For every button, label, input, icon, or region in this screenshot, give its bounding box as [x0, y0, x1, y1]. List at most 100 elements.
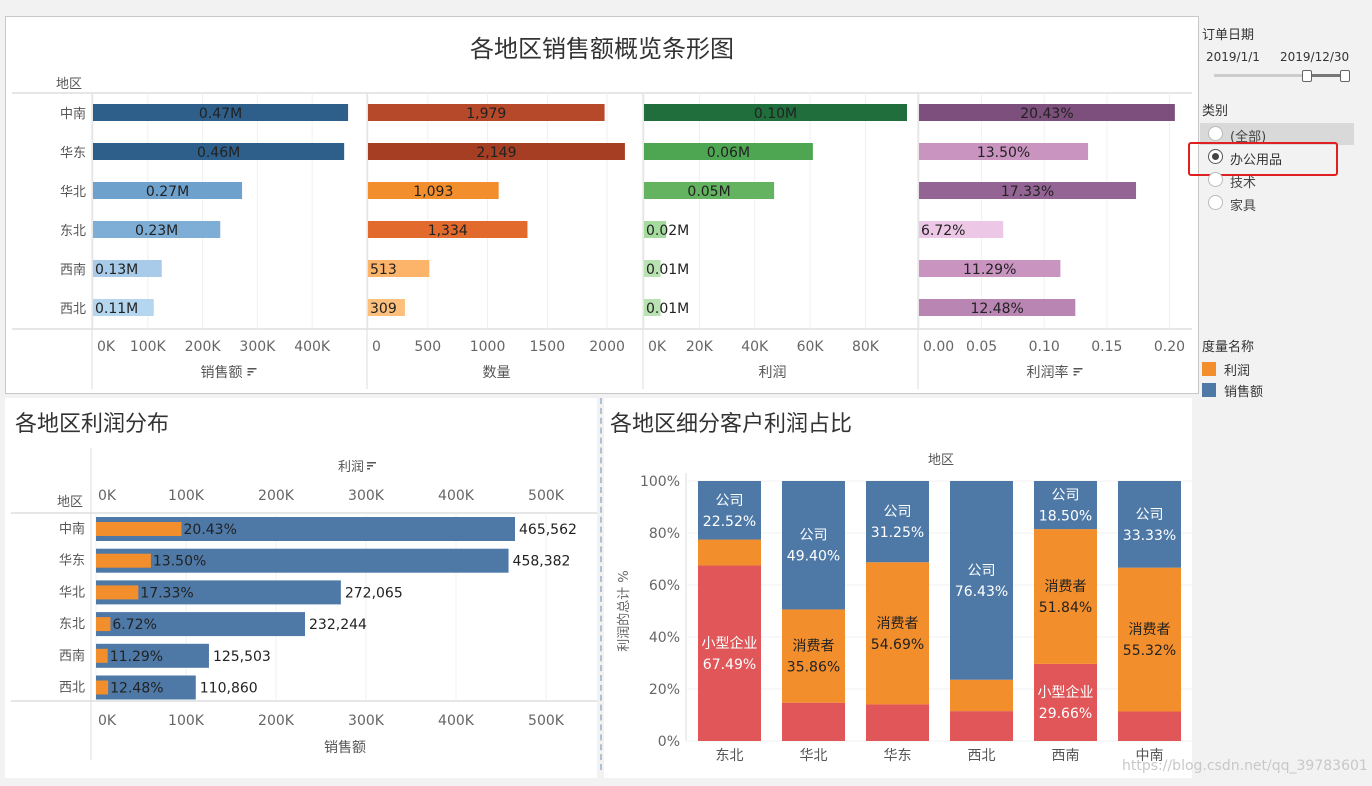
bar-value-label: 12.48%: [970, 301, 1023, 317]
radio-circle-icon: [1208, 126, 1223, 141]
bar: [644, 221, 667, 238]
profit-bar: [96, 553, 151, 568]
bottom-axis-tick: 500K: [528, 713, 565, 729]
y-axis-tick: 100%: [640, 474, 680, 490]
bar: [919, 221, 1004, 238]
watermark: https://blog.csdn.net/qq_39783601: [1122, 758, 1368, 774]
segment-label: 公司: [1136, 507, 1164, 523]
bar: [644, 104, 907, 121]
slider-right-handle[interactable]: [1340, 70, 1350, 82]
date-range-slider[interactable]: [1214, 70, 1350, 82]
segment-label: 29.66%: [1039, 706, 1092, 722]
segment-label: 49.40%: [787, 549, 840, 565]
region-label: 西北: [59, 681, 85, 696]
top-chart-title: 各地区销售额概览条形图: [470, 35, 734, 63]
profit-bar: [96, 617, 111, 632]
bottom-axis-tick: 400K: [438, 713, 475, 729]
bar-value-label: 0.27M: [146, 184, 189, 200]
axis-tick-label: 0.20: [1154, 339, 1185, 355]
category-option-all[interactable]: (全部): [1200, 123, 1354, 145]
sales-bar: [96, 675, 196, 700]
profit-distribution-panel: 各地区利润分布 利润 地区 0K 0K 100K 100K 200K 200K 300K 300K…: [5, 398, 597, 778]
x-axis-region-label: 中南: [1136, 748, 1164, 764]
axis-tick-label: 1500: [529, 339, 565, 355]
sales-value-label: 465,562: [519, 522, 577, 538]
top-axis-title: 利润: [338, 460, 364, 475]
bar: [93, 182, 243, 199]
bottom-axis-tick: 0K: [98, 713, 117, 729]
category-option-office[interactable]: 办公用品: [1200, 146, 1354, 168]
slider-left-handle[interactable]: [1302, 70, 1312, 82]
top-axis-tick: 0K: [98, 488, 117, 504]
date-filter-title: 订单日期: [1202, 28, 1255, 43]
bar-value-label: 6.72%: [921, 223, 965, 239]
axis-tick-label: 0K: [97, 339, 116, 355]
axis-tick-label: 0.00: [923, 339, 954, 355]
date-start: 2019/1/1: [1206, 50, 1260, 64]
top-chart-panel: 各地区销售额概览条形图 地区 中南 华东 华北 东北 西南 西北 0K 100K 200K 300…: [5, 16, 1199, 394]
axis-tick-label: 0.05: [966, 339, 997, 355]
segment-profit-title: 各地区细分客户利润占比: [610, 412, 853, 437]
bar: [368, 104, 605, 121]
segment-label: 33.33%: [1123, 528, 1176, 544]
region-label: 西南: [59, 648, 85, 664]
category-option-furniture[interactable]: 家具: [1200, 192, 1354, 214]
segment-bar: [1034, 481, 1097, 530]
bar: [93, 143, 345, 160]
segment-bar: [698, 539, 761, 566]
bar-value-label: 0.11M: [95, 301, 138, 317]
bar-value-label: 1,979: [466, 106, 506, 122]
bar-value-label: 0.10M: [754, 106, 797, 122]
segment-label: 55.32%: [1123, 643, 1176, 659]
y-axis-title: 利润的总计 %: [616, 570, 632, 652]
x-header: 地区: [928, 453, 954, 468]
bar-value-label: 1,334: [428, 223, 468, 239]
axis-tick-label: 40K: [741, 339, 769, 355]
segment-bar: [782, 609, 845, 703]
bar-value-label: 2,149: [476, 145, 516, 161]
legend-label-sales: 销售额: [1224, 385, 1264, 400]
segment-label: 公司: [1052, 488, 1080, 504]
legend-title: 度量名称: [1202, 340, 1255, 355]
profit-bar: [96, 680, 109, 695]
segment-label: 31.25%: [871, 525, 924, 541]
category-option-tech[interactable]: 技术: [1200, 169, 1354, 191]
top-axis-tick: 500K: [528, 488, 565, 504]
bar: [919, 182, 1137, 199]
segment-bar: [866, 704, 929, 741]
bar: [919, 260, 1061, 277]
region-label: 东北: [59, 617, 85, 632]
bar: [368, 260, 430, 277]
axis-tick-label: 1000: [470, 339, 506, 355]
bar: [368, 299, 405, 316]
profit-rate-label: 12.48%: [110, 681, 163, 697]
sales-value-label: 110,860: [200, 681, 258, 697]
y-axis-tick: 0%: [658, 734, 680, 750]
profit-bar: [96, 648, 108, 663]
bar: [93, 260, 162, 277]
segment-bar: [698, 481, 761, 540]
selection-highlight-box: [1188, 142, 1338, 176]
axis-tick-label: 60K: [797, 339, 825, 355]
segment-bar: [866, 562, 929, 705]
profit-rate-label: 11.29%: [110, 649, 163, 665]
bar-value-label: 0.13M: [95, 262, 138, 278]
segment-label: 消费者: [877, 616, 919, 632]
bar-value-label: 513: [370, 262, 397, 278]
segment-bar: [1034, 529, 1097, 664]
region-label: 东北: [60, 224, 86, 239]
bottom-axis-tick: 300K: [348, 713, 385, 729]
bar-value-label: 20.43%: [1020, 106, 1073, 122]
axis-tick-label: 80K: [852, 339, 880, 355]
sales-bar: [96, 612, 306, 637]
axis-tick-label: 0.15: [1091, 339, 1122, 355]
y-axis-tick: 20%: [649, 682, 680, 698]
profit-rate-label: 17.33%: [140, 585, 193, 601]
segment-label: 22.52%: [703, 514, 756, 530]
radio-circle-icon: [1208, 172, 1223, 187]
bar-value-label: 0.01M: [646, 262, 689, 278]
profit-bar: [96, 522, 182, 536]
profit-rate-label: 20.43%: [184, 522, 237, 538]
